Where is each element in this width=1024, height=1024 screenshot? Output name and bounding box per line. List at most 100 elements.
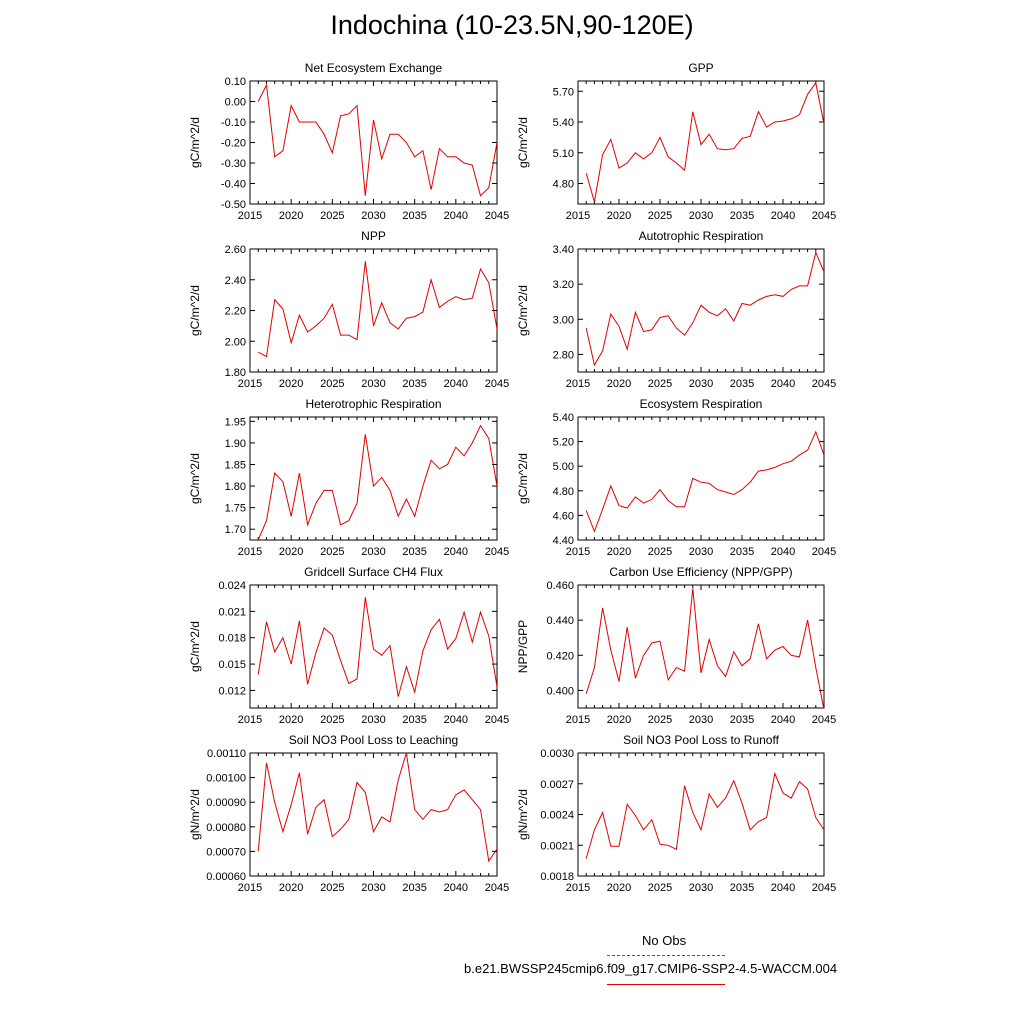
plot-frame	[249, 416, 498, 541]
y-axis-label: gN/m^2/d	[516, 789, 530, 840]
series-line	[585, 430, 824, 533]
y-tick-label: 0.00100	[206, 773, 246, 785]
x-tick-label: 2025	[648, 210, 672, 222]
y-tick-label: 0.00060	[206, 871, 246, 883]
page-title: Indochina (10-23.5N,90-120E)	[330, 10, 694, 40]
x-tick-label: 2020	[607, 378, 631, 390]
x-tick-label: 2020	[279, 714, 303, 726]
y-tick-label: 0.018	[218, 633, 246, 645]
x-tick-label: 2040	[771, 378, 795, 390]
x-tick-label: 2035	[730, 210, 754, 222]
x-tick-label: 2045	[812, 378, 836, 390]
y-tick-label: -0.10	[221, 117, 246, 129]
x-tick-label: 2030	[361, 378, 385, 390]
x-tick-label: 2040	[771, 546, 795, 558]
panel-title: NPP	[361, 229, 386, 243]
x-tick-label: 2030	[361, 546, 385, 558]
x-tick-label: 2025	[320, 714, 344, 726]
y-tick-label: 1.80	[225, 367, 246, 379]
y-tick-label: 0.00080	[206, 822, 246, 834]
y-tick-label: 3.20	[553, 279, 574, 291]
x-tick-label: 2015	[566, 882, 590, 894]
series-line	[257, 597, 497, 697]
x-tick-label: 2045	[485, 378, 509, 390]
y-tick-label: 0.00070	[206, 846, 246, 858]
x-tick-label: 2020	[279, 210, 303, 222]
x-tick-label: 2040	[771, 210, 795, 222]
panel-title: Heterotrophic Respiration	[305, 397, 441, 411]
x-tick-label: 2020	[607, 546, 631, 558]
plot-frame	[577, 80, 825, 205]
y-tick-label: 0.0018	[540, 871, 574, 883]
y-tick-label: 5.40	[553, 412, 574, 424]
y-tick-label: 0.0024	[540, 810, 574, 822]
x-tick-label: 2035	[402, 546, 426, 558]
y-tick-label: 4.60	[553, 510, 574, 522]
series-line	[585, 771, 824, 859]
y-tick-label: 1.75	[225, 503, 246, 515]
x-tick-label: 2015	[238, 882, 262, 894]
y-tick-label: 0.012	[218, 685, 246, 697]
x-tick-label: 2020	[279, 546, 303, 558]
x-tick-label: 2030	[361, 210, 385, 222]
x-tick-label: 2035	[402, 210, 426, 222]
legend-obs-label: No Obs	[642, 933, 687, 948]
x-tick-label: 2030	[689, 378, 713, 390]
series-line	[257, 261, 497, 358]
chart-panel: 2015 2020 2025 2030 2035 2040 2045 0.0030 0.0027…	[516, 733, 836, 894]
panel-title: Gridcell Surface CH4 Flux	[304, 565, 443, 579]
y-axis-label: NPP/GPP	[516, 620, 530, 673]
plot-frame	[577, 248, 825, 373]
panel-title: Net Ecosystem Exchange	[305, 61, 443, 75]
y-tick-label: 3.40	[553, 244, 574, 256]
x-tick-label: 2040	[444, 546, 468, 558]
y-tick-label: -0.20	[221, 138, 246, 150]
x-tick-label: 2040	[444, 714, 468, 726]
x-tick-label: 2030	[361, 882, 385, 894]
panel-title: Carbon Use Efficiency (NPP/GPP)	[609, 565, 792, 579]
series-line	[585, 81, 824, 203]
y-tick-label: 2.20	[225, 306, 246, 318]
chart-panel: 2015 2020 2025 2030 2035 2040 2045 5.40 5.20 5.00…	[516, 397, 836, 558]
series-line	[585, 588, 824, 708]
x-tick-label: 2040	[444, 882, 468, 894]
y-tick-label: 0.00	[225, 97, 246, 109]
chart-panel: 2015 2020 2025 2030 2035 2040 2045 1.95 1.90 1.85…	[188, 397, 509, 558]
legend-model-line	[607, 984, 725, 985]
y-axis-label: gC/m^2/d	[188, 285, 202, 336]
x-tick-label: 2045	[485, 546, 509, 558]
x-tick-label: 2015	[566, 546, 590, 558]
chart-panel: 2015 2020 2025 2030 2035 2040 2045 0.00110 0.001…	[188, 733, 509, 894]
y-tick-label: 1.80	[225, 481, 246, 493]
y-tick-label: 2.60	[225, 244, 246, 256]
plot-frame	[249, 80, 498, 205]
y-tick-label: 0.00110	[207, 748, 246, 760]
chart-panel: 2015 2020 2025 2030 2035 2040 2045 5.70 5.40 5.10…	[516, 61, 836, 222]
x-tick-label: 2025	[648, 546, 672, 558]
y-tick-label: 0.024	[218, 580, 246, 592]
x-tick-label: 2025	[648, 714, 672, 726]
y-tick-label: 0.10	[225, 76, 246, 88]
y-tick-label: 1.90	[225, 438, 246, 450]
x-tick-label: 2020	[607, 210, 631, 222]
x-tick-label: 2025	[320, 210, 344, 222]
x-tick-label: 2045	[812, 714, 836, 726]
chart-panel: 2015 2020 2025 2030 2035 2040 2045 3.40 3.20 3.00…	[516, 229, 836, 390]
y-axis-label: gC/m^2/d	[516, 285, 530, 336]
y-tick-label: 0.021	[218, 606, 246, 618]
x-tick-label: 2040	[771, 714, 795, 726]
chart-panel: 2015 2020 2025 2030 2035 2040 2045 0.024 0.021 0.…	[188, 565, 509, 726]
x-tick-label: 2025	[320, 882, 344, 894]
y-tick-label: 1.95	[225, 416, 246, 428]
x-tick-label: 2030	[689, 210, 713, 222]
series-line	[585, 250, 824, 367]
y-tick-label: -0.50	[221, 199, 246, 211]
y-tick-label: 0.420	[546, 650, 574, 662]
series-line	[257, 424, 497, 540]
x-tick-label: 2035	[402, 378, 426, 390]
x-tick-label: 2025	[648, 882, 672, 894]
y-tick-label: 1.85	[225, 459, 246, 471]
x-tick-label: 2035	[730, 882, 754, 894]
chart-panel: 2015 2020 2025 2030 2035 2040 2045 0.460 0.440 0.…	[516, 565, 836, 726]
